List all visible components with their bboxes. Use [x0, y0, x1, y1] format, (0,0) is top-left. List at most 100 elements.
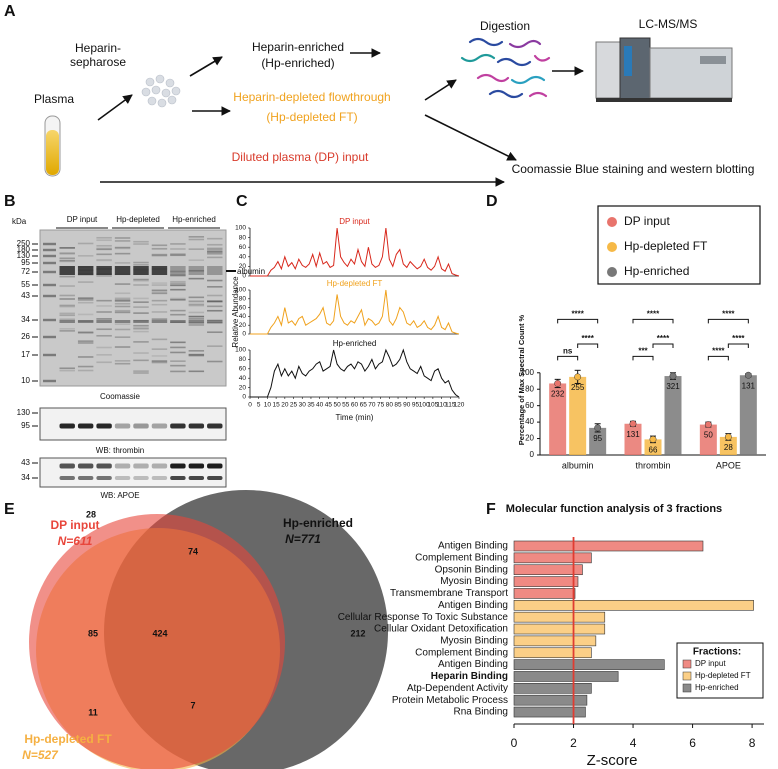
blot-band — [188, 476, 205, 480]
gel-band — [114, 360, 131, 362]
gel-band — [188, 259, 205, 262]
gel-band — [114, 300, 131, 302]
gel-band — [133, 341, 149, 343]
gel-band — [170, 346, 186, 349]
gel-band — [59, 275, 75, 278]
blot-band — [133, 423, 149, 429]
gel-band — [170, 282, 186, 285]
significance-label: **** — [581, 334, 594, 343]
panel-label: D — [486, 193, 498, 210]
gel-band — [207, 253, 223, 255]
gel-band — [188, 322, 205, 325]
gel-band — [96, 328, 112, 331]
region-count: 212 — [350, 628, 365, 638]
legend-label: DP input — [695, 659, 726, 668]
bar — [719, 436, 737, 455]
bar — [513, 694, 588, 706]
gel-band — [133, 359, 149, 362]
gel-band — [59, 246, 75, 249]
workflow: Plasma Heparin- sepharose Heparin-enrich… — [34, 17, 754, 187]
gel-band — [59, 305, 75, 308]
marker-label: 34 — [21, 473, 30, 482]
set-size: N=771 — [285, 532, 321, 546]
region-count: 424 — [152, 628, 167, 638]
bar — [513, 623, 606, 635]
gel-band — [188, 236, 205, 238]
gel-band — [188, 353, 205, 356]
arrow — [424, 79, 457, 101]
bar — [739, 375, 757, 455]
y-tick-label: 80 — [525, 384, 534, 393]
significance-bracket — [632, 318, 674, 324]
gel-band — [96, 354, 112, 356]
point-dot — [649, 435, 657, 443]
x-tick-label: 2 — [570, 736, 577, 750]
gel-band — [114, 247, 131, 250]
significance-label: *** — [638, 346, 648, 355]
gel-band — [114, 246, 131, 249]
band-label: albumin — [237, 267, 265, 276]
lane-label: DP input — [67, 215, 98, 224]
gel-band — [170, 280, 186, 283]
blot-band — [170, 423, 186, 429]
gel-band — [96, 311, 112, 313]
gel-band — [207, 309, 223, 312]
gel-band — [151, 355, 168, 357]
arrow — [424, 114, 517, 161]
count-label: 232 — [551, 390, 565, 399]
y-tick-label: 60 — [239, 366, 247, 373]
count-label: 50 — [704, 431, 713, 440]
marker-band — [43, 379, 56, 383]
gel-band — [133, 352, 149, 354]
marker-label: 250 — [17, 239, 31, 248]
legend-swatch — [607, 267, 617, 277]
point-dot — [574, 373, 582, 381]
legend-swatch — [682, 671, 692, 681]
bar — [513, 552, 592, 564]
gel-band — [133, 306, 149, 308]
gel-band — [96, 259, 112, 262]
blot-band — [151, 463, 168, 469]
panel-label: C — [236, 193, 248, 210]
gel-band — [114, 292, 131, 295]
gel-band — [151, 299, 168, 302]
bar — [513, 564, 583, 576]
blot-band — [170, 476, 186, 480]
category-label: Antigen Binding — [438, 600, 508, 611]
gel-band — [188, 370, 205, 373]
bar — [513, 540, 704, 552]
marker-label: 95 — [21, 421, 30, 430]
gel-band — [207, 300, 223, 303]
bar — [513, 588, 576, 599]
bar — [699, 424, 717, 455]
gel-band — [170, 274, 186, 277]
y-tick-label: 20 — [239, 263, 247, 270]
gel-band — [77, 313, 94, 316]
legend-label: Hp-depleted FT — [695, 671, 751, 680]
point-dot — [704, 421, 712, 429]
significance-bracket — [727, 343, 749, 348]
gel-band — [188, 248, 205, 250]
gel-band — [96, 248, 112, 251]
gel-band — [59, 330, 75, 332]
marker-band — [43, 261, 56, 265]
gel-band — [170, 364, 186, 367]
dp-label: Diluted plasma (DP) input — [232, 150, 369, 164]
blot-band — [77, 476, 94, 480]
gel-band — [188, 354, 205, 357]
x-tick-label: 8 — [749, 736, 756, 750]
x-tick-label: 80 — [386, 402, 394, 409]
y-tick-label: 100 — [235, 347, 246, 354]
legend-box — [597, 205, 761, 285]
gel-band — [114, 237, 131, 239]
instrument — [595, 37, 733, 102]
gel-band — [188, 304, 205, 307]
gel-band — [133, 261, 149, 264]
gel-band — [59, 314, 75, 317]
gel-band — [114, 323, 131, 325]
gel-band — [114, 311, 131, 314]
gel-band — [207, 250, 223, 252]
bar — [513, 647, 592, 659]
significance-label: **** — [732, 334, 745, 343]
x-tick-label: APOE — [716, 460, 741, 470]
